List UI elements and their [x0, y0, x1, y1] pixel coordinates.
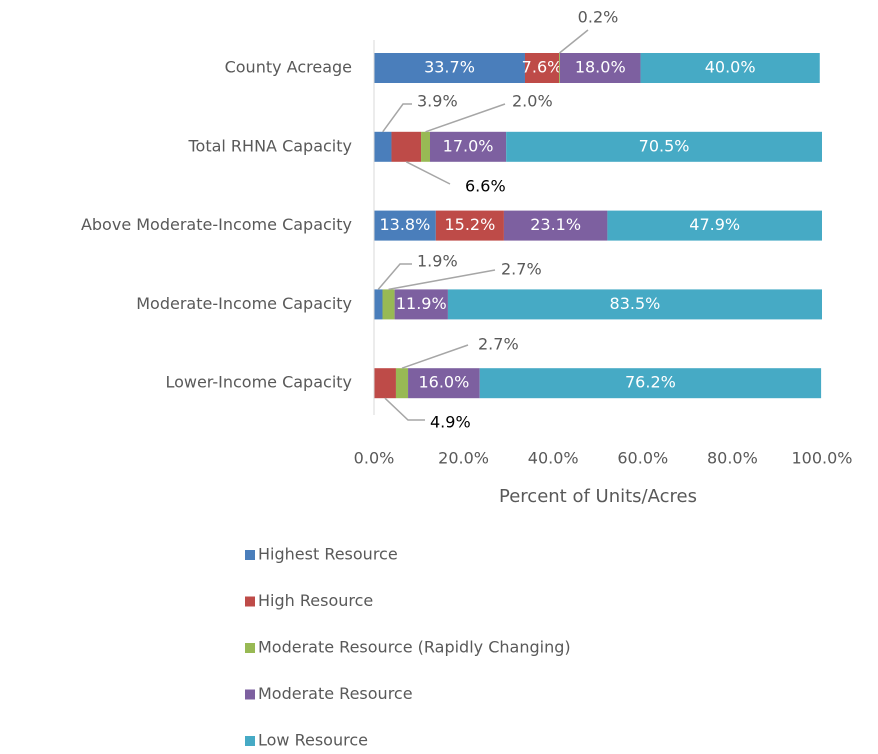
leader-line: [377, 263, 412, 290]
category-label: Above Moderate-Income Capacity: [81, 215, 352, 234]
legend-swatch: [245, 550, 255, 560]
bar-segment: [479, 368, 822, 399]
data-label: 2.7%: [478, 335, 519, 354]
data-label: 33.7%: [424, 58, 475, 77]
bar-segment: [506, 131, 822, 162]
legend-swatch: [245, 643, 255, 653]
leader-line: [405, 161, 451, 185]
category-label: Lower-Income Capacity: [165, 373, 352, 392]
data-label: 2.0%: [512, 92, 553, 111]
x-tick-label: 0.0%: [354, 449, 395, 468]
leader-line: [559, 29, 589, 54]
category-label: Total RHNA Capacity: [187, 136, 352, 155]
data-label: 6.6%: [465, 177, 506, 196]
legend-swatch: [245, 689, 255, 700]
bar-segment: [503, 210, 608, 241]
data-label: 3.9%: [417, 92, 458, 111]
category-label: County Acreage: [225, 58, 352, 77]
data-label: 23.1%: [530, 215, 581, 234]
legend-label: High Resource: [258, 591, 373, 610]
x-axis-title: Percent of Units/Acres: [499, 486, 697, 507]
bar-segment: [374, 289, 383, 320]
data-label: 4.9%: [430, 413, 471, 432]
leader-line: [425, 103, 506, 133]
data-label: 18.0%: [575, 58, 626, 77]
bar-segment: [421, 131, 430, 162]
x-tick-label: 40.0%: [528, 449, 579, 468]
bar-segment: [435, 210, 504, 241]
leader-line: [382, 103, 412, 133]
data-label: 76.2%: [625, 373, 676, 392]
data-label: 15.2%: [444, 215, 495, 234]
data-label: 2.7%: [501, 260, 542, 279]
x-tick-label: 100.0%: [791, 449, 852, 468]
legend-label: Moderate Resource (Rapidly Changing): [258, 638, 571, 657]
data-label: 17.0%: [443, 136, 494, 155]
data-label: 40.0%: [705, 58, 756, 77]
legend-label: Highest Resource: [258, 545, 398, 564]
bar-segment: [394, 289, 448, 320]
leader-line: [384, 397, 425, 421]
data-label: 13.8%: [379, 215, 430, 234]
bar-segment: [559, 53, 560, 83]
bar-segment: [374, 210, 436, 241]
bar-segment: [640, 53, 820, 83]
data-label: 16.0%: [418, 373, 469, 392]
data-label: 7.6%: [522, 58, 563, 77]
data-label: 0.2%: [578, 8, 619, 27]
x-tick-label: 20.0%: [438, 449, 489, 468]
legend-label: Moderate Resource: [258, 684, 413, 703]
legend-label: Low Resource: [258, 731, 368, 750]
data-label: 1.9%: [417, 252, 458, 271]
bar-segment: [607, 210, 822, 241]
data-label: 11.9%: [396, 294, 447, 313]
legend-swatch: [245, 736, 255, 746]
category-label: Moderate-Income Capacity: [136, 294, 352, 313]
data-label: 47.9%: [689, 215, 740, 234]
bar-segment: [447, 289, 822, 320]
bar-segment: [408, 368, 480, 399]
x-tick-label: 60.0%: [617, 449, 668, 468]
bar-segment: [391, 131, 422, 162]
bar-segment: [430, 131, 507, 162]
x-tick-label: 80.0%: [707, 449, 758, 468]
bar-segment: [524, 53, 560, 83]
bar-segment: [374, 368, 396, 399]
leader-line: [401, 344, 469, 369]
bar-segment: [374, 131, 392, 162]
bar-segment: [374, 53, 525, 83]
data-label: 83.5%: [610, 294, 661, 313]
legend-swatch: [245, 596, 255, 607]
bar-segment: [382, 289, 395, 320]
bar-segment: [559, 53, 641, 83]
bar-segment: [395, 368, 409, 399]
data-label: 70.5%: [639, 136, 690, 155]
leader-line: [388, 269, 496, 291]
